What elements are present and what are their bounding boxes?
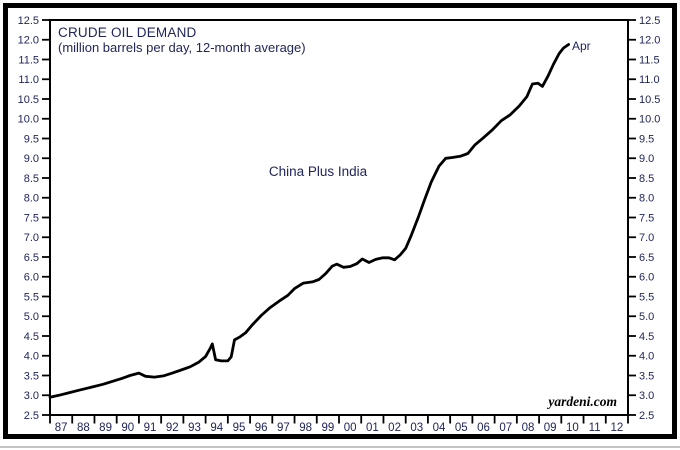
y-axis-label-right: 6.5 [639, 252, 654, 264]
y-axis-label-left: 5.0 [24, 311, 39, 323]
x-axis-label: 96 [255, 422, 268, 434]
y-axis-label-left: 5.5 [24, 291, 39, 303]
x-axis-label: 08 [522, 422, 535, 434]
y-axis-label-left: 4.5 [24, 331, 39, 343]
demand-line [48, 43, 570, 399]
chart-title: CRUDE OIL DEMAND [58, 25, 197, 40]
endpoint-month-label: Apr [572, 39, 591, 53]
x-axis-label: 98 [299, 422, 312, 434]
y-axis-label-left: 9.0 [24, 153, 39, 165]
y-axis-label-left: 6.0 [24, 272, 39, 284]
x-axis-label: 94 [210, 422, 223, 434]
y-axis-label-left: 7.5 [24, 212, 39, 224]
y-axis-label-left: 10.5 [18, 94, 39, 106]
y-axis-label-left: 7.0 [24, 232, 39, 244]
y-axis-label-right: 4.5 [639, 331, 654, 343]
x-axis-label: 09 [544, 422, 557, 434]
y-axis-label-left: 12.5 [18, 15, 39, 27]
y-axis-label-right: 3.0 [639, 390, 654, 402]
y-axis-label-right: 7.5 [639, 212, 654, 224]
y-axis-label-right: 9.5 [639, 133, 654, 145]
x-axis-label: 93 [188, 422, 201, 434]
y-axis-label-right: 5.5 [639, 291, 654, 303]
y-axis-label-left: 3.0 [24, 390, 39, 402]
y-axis-label-right: 5.0 [639, 311, 654, 323]
x-axis-label: 95 [233, 422, 246, 434]
x-axis-label: 91 [144, 422, 157, 434]
x-axis-label: 07 [499, 422, 512, 434]
x-axis-label: 05 [455, 422, 468, 434]
x-axis-label: 87 [55, 422, 68, 434]
y-axis-label-right: 8.0 [639, 193, 654, 205]
y-axis-label-left: 8.0 [24, 193, 39, 205]
x-axis-label: 03 [410, 422, 423, 434]
y-axis-label-right: 6.0 [639, 272, 654, 284]
x-axis-label: 00 [344, 422, 357, 434]
y-axis-label-right: 11.5 [639, 54, 660, 66]
y-axis-label-right: 10.0 [639, 114, 660, 126]
y-axis-label-left: 8.5 [24, 173, 39, 185]
y-axis-label-left: 10.0 [18, 114, 39, 126]
y-axis-label-left: 6.5 [24, 252, 39, 264]
x-axis-label: 12 [610, 422, 623, 434]
y-axis-label-right: 11.0 [639, 74, 660, 86]
y-axis-label-right: 2.5 [639, 410, 654, 422]
y-axis-label-right: 9.0 [639, 153, 654, 165]
y-axis-label-right: 3.5 [639, 370, 654, 382]
x-axis-label: 89 [99, 422, 112, 434]
y-axis-label-left: 4.0 [24, 351, 39, 363]
x-axis-label: 01 [366, 422, 379, 434]
x-axis-label: 88 [77, 422, 90, 434]
x-axis-label: 10 [566, 422, 579, 434]
watermark: yardeni.com [548, 394, 617, 409]
y-axis-label-left: 12.0 [18, 35, 39, 47]
bottom-divider [0, 446, 680, 448]
series-label: China Plus India [268, 164, 368, 179]
y-axis-label-left: 3.5 [24, 370, 39, 382]
y-axis-label-right: 12.5 [639, 15, 660, 27]
x-axis-label: 90 [121, 422, 134, 434]
x-axis-label: 97 [277, 422, 290, 434]
chart-subtitle: (million barrels per day, 12-month avera… [58, 40, 306, 55]
y-axis-label-right: 8.5 [639, 173, 654, 185]
x-axis-label: 11 [589, 422, 601, 434]
y-axis-label-right: 12.0 [639, 35, 660, 47]
y-axis-label-right: 7.0 [639, 232, 654, 244]
y-axis-label-right: 10.5 [639, 94, 660, 106]
y-axis-label-right: 4.0 [639, 351, 654, 363]
y-axis-label-left: 11.5 [18, 54, 39, 66]
y-axis-label-left: 11.0 [18, 74, 39, 86]
y-axis-label-left: 9.5 [24, 133, 39, 145]
x-axis-label: 02 [388, 422, 401, 434]
plot-frame [49, 19, 629, 416]
x-axis-label: 92 [166, 422, 179, 434]
x-axis-label: 99 [321, 422, 334, 434]
y-axis-label-left: 2.5 [24, 410, 39, 422]
x-axis-label: 06 [477, 422, 490, 434]
x-axis-label: 04 [433, 422, 446, 434]
